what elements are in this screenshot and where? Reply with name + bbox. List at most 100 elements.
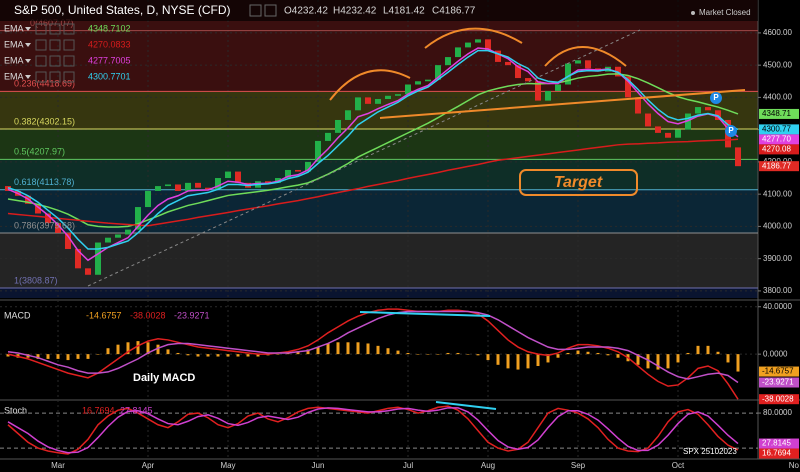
market-status: Market Closed <box>699 8 751 17</box>
candle <box>205 187 211 190</box>
candle <box>415 81 421 85</box>
histogram-bar <box>216 354 220 357</box>
y-tick-label: 0.0000 <box>763 349 788 358</box>
header-icon <box>249 4 262 17</box>
indicator-line <box>7 407 739 454</box>
header-low: L4181.42 <box>383 6 425 17</box>
histogram-bar <box>6 354 10 357</box>
histogram-bar <box>406 352 410 355</box>
candle <box>695 107 701 114</box>
histogram-bar <box>656 354 660 370</box>
histogram-bar <box>686 352 690 355</box>
candle <box>55 223 61 233</box>
candle <box>115 234 121 238</box>
x-tick-label: Jul <box>403 461 413 470</box>
legend-value: 16.7694 <box>82 405 115 415</box>
histogram-bar <box>576 350 580 355</box>
y-tick-label: 80.0000 <box>763 408 792 417</box>
fib-level-label: 0.618(4113.78) <box>14 177 74 187</box>
histogram-bar <box>476 354 480 356</box>
price-label: -38.0028 <box>762 394 794 403</box>
histogram-bar <box>86 354 90 359</box>
legend-dropdown <box>25 27 31 31</box>
histogram-bar <box>596 352 600 355</box>
price-label: 27.8145 <box>762 439 791 448</box>
candle <box>425 79 431 82</box>
legend-icon <box>35 55 47 67</box>
candle <box>165 184 171 187</box>
histogram-bar <box>636 354 640 365</box>
price-label-box <box>759 377 799 388</box>
candle <box>35 203 41 214</box>
candle <box>735 147 741 167</box>
candle <box>185 182 191 191</box>
candle <box>405 84 411 95</box>
symbol-watermark: SPX 25102023 <box>683 447 737 456</box>
candle <box>295 169 301 172</box>
fib-band <box>0 30 758 92</box>
y-tick-label: 3800.00 <box>763 286 792 295</box>
histogram-bar <box>466 354 470 355</box>
candle <box>345 110 351 120</box>
histogram-bar <box>506 354 510 369</box>
price-label: 4348.71 <box>762 109 791 118</box>
y-tick-label: 40.0000 <box>763 302 792 311</box>
candle <box>235 171 241 183</box>
candle <box>215 178 221 190</box>
histogram-bar <box>66 354 70 361</box>
y-tick-label: 4500.00 <box>763 60 792 69</box>
price-label-box <box>759 108 799 119</box>
legend-icon <box>63 39 75 51</box>
legend-icon <box>63 55 75 67</box>
legend-name: EMA <box>4 39 24 49</box>
x-tick-label: Jun <box>312 461 325 470</box>
price-label-box <box>759 144 799 155</box>
candle <box>225 171 231 179</box>
fib-level-label: 0.5(4207.97) <box>14 147 65 157</box>
indicator-line <box>7 138 739 227</box>
macd-annotation: Daily MACD <box>133 372 195 384</box>
candle <box>95 242 101 275</box>
price-label: 4277.70 <box>762 135 791 144</box>
fib-level-label: 0.786(3979.68) <box>14 220 75 230</box>
candle <box>325 132 331 141</box>
candle <box>145 190 151 208</box>
histogram-bar <box>516 354 520 370</box>
histogram-bar <box>726 354 730 363</box>
candle <box>305 161 311 172</box>
legend-value: -14.6757 <box>86 310 122 320</box>
chart-title: S&P 500, United States, D, NYSE (CFD) <box>14 3 231 17</box>
histogram-bar <box>616 354 620 358</box>
legend-value: -38.0028 <box>130 310 166 320</box>
candle <box>555 84 561 91</box>
histogram-bar <box>96 354 100 355</box>
price-label-box <box>759 134 799 145</box>
candle <box>655 126 661 133</box>
candle <box>575 60 581 64</box>
histogram-bar <box>366 343 370 355</box>
legend-value: 4277.7005 <box>88 55 131 65</box>
candle <box>645 113 651 127</box>
histogram-bar <box>146 342 150 355</box>
candle <box>385 95 391 100</box>
left-shoulder <box>329 69 411 101</box>
histogram-bar <box>106 348 110 355</box>
histogram-bar <box>446 352 450 355</box>
legend-icon <box>49 71 61 83</box>
candle <box>625 76 631 98</box>
legend-icon <box>35 39 47 51</box>
candle <box>465 42 471 48</box>
candle <box>355 97 361 111</box>
candle <box>365 97 371 104</box>
candle <box>375 99 381 104</box>
x-tick-label: May <box>220 461 235 470</box>
histogram-bar <box>46 354 50 359</box>
candle <box>395 94 401 96</box>
histogram-bar <box>606 354 610 356</box>
histogram-bar <box>716 351 720 355</box>
histogram-bar <box>196 354 200 357</box>
y-tick-label: 4400.00 <box>763 93 792 102</box>
candle <box>485 39 491 51</box>
legend-dropdown <box>25 75 31 79</box>
histogram-bar <box>176 352 180 355</box>
